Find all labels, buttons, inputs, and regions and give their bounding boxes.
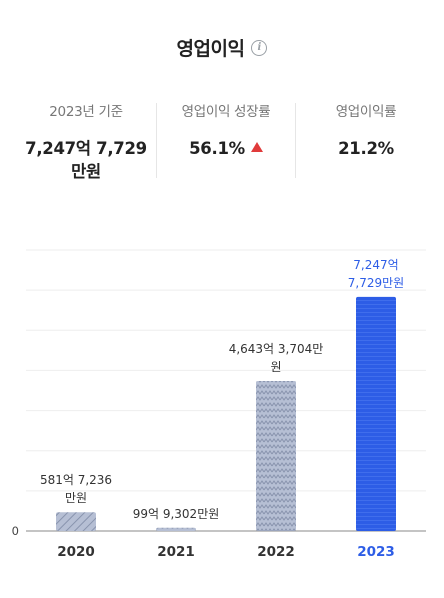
data-label-2020: 581억 7,236 만원 bbox=[40, 473, 112, 505]
stat-divider bbox=[295, 103, 296, 178]
growth-value: 56.1% bbox=[189, 139, 245, 158]
data-label-2023: 7,247억 7,729만원 bbox=[348, 258, 404, 290]
page-title: 영업이익 bbox=[176, 38, 245, 60]
stat-label: 2023년 기준 bbox=[49, 104, 123, 120]
stat-divider bbox=[156, 103, 157, 178]
operating-profit-bar-chart: 0 2020 581억 7,236 만원 2021 99억 9,302만원 2022 4,64… bbox=[12, 249, 426, 560]
title-row: 영업이익 i bbox=[0, 34, 444, 61]
data-label-2021: 99억 9,302만원 bbox=[133, 507, 220, 521]
stat-label: 영업이익률 bbox=[335, 104, 397, 120]
triangle-up-icon bbox=[250, 142, 263, 152]
category-label-2023: 2023 bbox=[357, 544, 395, 560]
stats-row: 2023년 기준 7,247억 7,729 만원 영업이익 성장률 56.1% … bbox=[0, 100, 444, 183]
stat-value: 7,247억 7,729 만원 bbox=[25, 139, 147, 181]
stat-value: 21.2% bbox=[338, 139, 394, 158]
stat-base-year: 2023년 기준 7,247억 7,729 만원 bbox=[16, 100, 156, 183]
bar-2020 bbox=[56, 512, 96, 531]
data-label-2022: 4,643억 3,704만 원 bbox=[229, 342, 324, 374]
bar-2021 bbox=[156, 527, 196, 531]
info-icon[interactable]: i bbox=[251, 39, 268, 56]
category-label-2021: 2021 bbox=[157, 544, 195, 560]
category-label-2022: 2022 bbox=[257, 544, 295, 560]
stat-growth-rate: 영업이익 성장률 56.1% bbox=[157, 100, 295, 160]
category-label-2020: 2020 bbox=[57, 544, 95, 560]
stat-value: 56.1% bbox=[157, 137, 295, 160]
bar-2023 bbox=[356, 296, 396, 531]
stat-label: 영업이익 성장률 bbox=[181, 104, 271, 120]
stat-margin: 영업이익률 21.2% bbox=[296, 100, 436, 160]
bar-2022 bbox=[256, 381, 296, 531]
y-tick-label: 0 bbox=[12, 524, 19, 538]
